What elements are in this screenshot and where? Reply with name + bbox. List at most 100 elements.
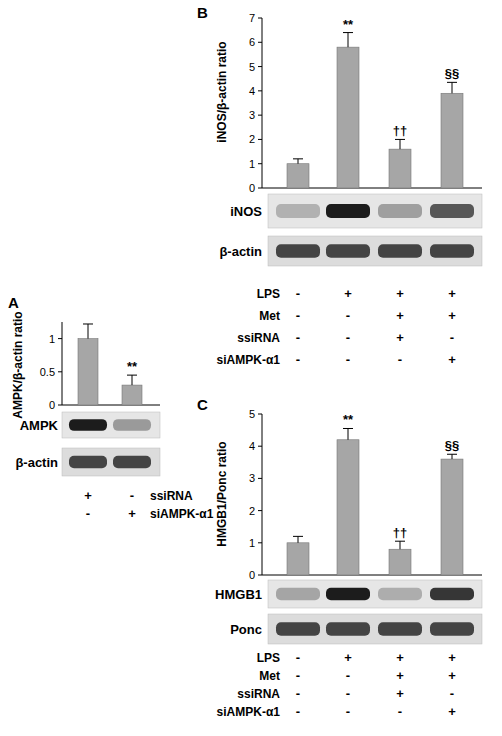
significance: §§ (445, 66, 459, 81)
treatment-sign: - (398, 704, 402, 719)
y-tick (258, 542, 262, 543)
treatment-sign: - (296, 308, 300, 323)
error-cap (293, 536, 303, 537)
error-bar (343, 33, 353, 48)
treatment-sign: + (128, 506, 136, 521)
error-stem (452, 454, 453, 459)
treatment-sign: - (450, 330, 454, 345)
error-stem (298, 159, 299, 164)
treatment-sign: + (396, 308, 404, 323)
y-tick-label: 4 (249, 85, 255, 97)
error-bar (447, 82, 457, 93)
significance: ** (343, 412, 354, 427)
y-tick-label: 0.5 (40, 366, 55, 378)
blot-label: β-actin (15, 455, 58, 470)
y-tick (58, 371, 62, 372)
treatment-sign: - (86, 506, 90, 521)
treatment-label: LPS (257, 651, 280, 665)
significance: †† (393, 123, 407, 138)
y-tick (258, 446, 262, 447)
treatment-sign: - (296, 704, 300, 719)
blot-label: HMGB1 (215, 587, 262, 602)
y-tick (258, 90, 262, 91)
treatment-label: Met (259, 309, 280, 323)
error-cap (83, 323, 93, 324)
error-stem (88, 324, 89, 339)
treatment-sign: - (346, 352, 350, 367)
error-cap (447, 82, 457, 83)
bar (441, 459, 463, 575)
blot-band (430, 204, 474, 218)
error-cap (395, 541, 405, 542)
blot-band (326, 588, 370, 601)
y-tick-label: 7 (249, 12, 255, 24)
y-tick (258, 414, 262, 415)
y-tick (58, 405, 62, 406)
error-cap (343, 428, 353, 429)
bar (78, 339, 98, 405)
blot-background (268, 614, 482, 644)
blot-band (113, 456, 151, 469)
y-tick (58, 338, 62, 339)
blot-band (378, 204, 422, 218)
treatment-sign: - (450, 686, 454, 701)
y-tick-label: 2 (249, 505, 255, 517)
significance: ** (343, 17, 354, 32)
y-tick (258, 42, 262, 43)
treatment-sign: + (448, 308, 456, 323)
blot-background (62, 448, 160, 476)
error-stem (132, 375, 133, 385)
y-axis-line (262, 414, 263, 575)
blot-band (378, 622, 422, 636)
y-tick-label: 4 (249, 440, 255, 452)
blot-band (326, 204, 370, 218)
treatment-label: siAMPK-α1 (217, 705, 281, 719)
error-bar (127, 375, 137, 385)
y-tick-label: 6 (249, 36, 255, 48)
y-tick-label: 5 (249, 408, 255, 420)
treatment-sign: + (344, 286, 352, 301)
error-stem (400, 139, 401, 149)
treatment-sign: - (398, 352, 402, 367)
treatment-sign: + (396, 668, 404, 683)
y-tick (258, 188, 262, 189)
treatment-sign: + (448, 286, 456, 301)
y-tick (258, 163, 262, 164)
treatment-label: ssiRNA (237, 331, 280, 345)
error-stem (400, 541, 401, 549)
y-axis-label: HMGB1/Ponc ratio (215, 441, 229, 546)
blot-band (276, 244, 320, 258)
bar (337, 47, 359, 188)
blot-band (378, 244, 422, 258)
blot-band (430, 622, 474, 636)
treatment-sign: + (84, 488, 92, 503)
panel-1: BiNOS/β-actin ratio01234567**††§§iNOSβ-a… (197, 4, 482, 367)
marks (287, 33, 463, 188)
treatment-sign: - (346, 704, 350, 719)
blot-band (113, 419, 151, 431)
panel-2: CHMGB1/Ponc ratio012345**††§§HMGB1PoncLP… (197, 396, 482, 719)
treatment-label: ssiRNA (237, 687, 280, 701)
treatment-sign: - (296, 352, 300, 367)
treatment-sign: + (344, 650, 352, 665)
y-tick-label: 2 (249, 133, 255, 145)
panel-label: B (197, 4, 208, 21)
figure: AAMPK/β-actin ratio00.51**AMPKβ-actinssi… (0, 0, 502, 736)
panel-label: C (197, 396, 208, 413)
treatment-sign: - (346, 668, 350, 683)
error-bar (395, 541, 405, 549)
y-axis-label: AMPK/β-actin ratio (11, 311, 25, 418)
treatment-sign: - (296, 650, 300, 665)
treatment-label: siAMPK-α1 (217, 353, 281, 367)
error-cap (343, 32, 353, 33)
y-tick (258, 510, 262, 511)
blot-label: Ponc (230, 622, 262, 637)
y-tick-label: 3 (249, 109, 255, 121)
treatment-sign: - (346, 308, 350, 323)
error-stem (348, 428, 349, 439)
bar (389, 549, 411, 575)
error-bar (395, 139, 405, 149)
treatment-label: Met (259, 669, 280, 683)
blot-band (326, 622, 370, 636)
y-tick (258, 115, 262, 116)
